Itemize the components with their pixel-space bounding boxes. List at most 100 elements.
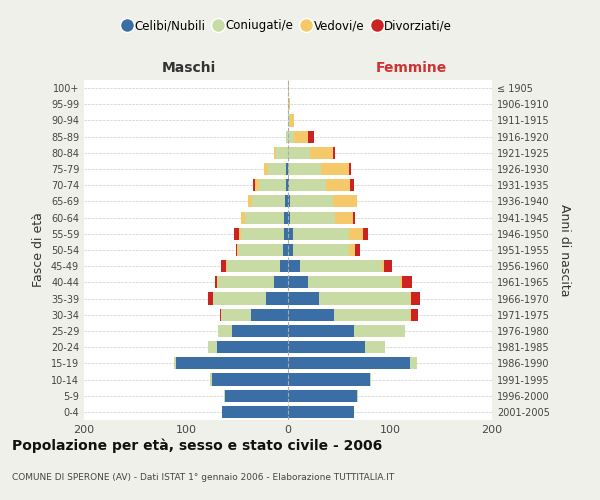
Bar <box>248 196 253 207</box>
Bar <box>215 276 217 288</box>
Bar <box>350 179 355 192</box>
Bar <box>382 260 384 272</box>
Bar <box>284 228 288 240</box>
Bar <box>288 374 370 386</box>
Bar <box>224 390 225 402</box>
Bar <box>384 260 392 272</box>
Bar <box>241 212 245 224</box>
Bar <box>212 292 266 304</box>
Bar <box>238 244 283 256</box>
Bar <box>288 276 308 288</box>
Bar <box>355 325 406 337</box>
Bar <box>217 276 218 288</box>
Bar <box>402 276 412 288</box>
Bar <box>288 179 289 192</box>
Bar <box>217 341 288 353</box>
Bar <box>288 82 289 94</box>
Bar <box>410 358 416 370</box>
Bar <box>221 260 226 272</box>
Bar <box>220 308 221 321</box>
Bar <box>284 212 288 224</box>
Bar <box>320 163 349 175</box>
Bar <box>288 341 365 353</box>
Bar <box>268 163 286 175</box>
Bar <box>349 244 355 256</box>
Bar <box>288 292 319 304</box>
Bar <box>410 308 412 321</box>
Bar <box>326 179 350 192</box>
Bar <box>283 244 288 256</box>
Bar <box>208 341 217 353</box>
Text: COMUNE DI SPERONE (AV) - Dati ISTAT 1° gennaio 2006 - Elaborazione TUTTITALIA.IT: COMUNE DI SPERONE (AV) - Dati ISTAT 1° g… <box>12 473 394 482</box>
Bar <box>234 228 239 240</box>
Bar <box>253 196 285 207</box>
Bar <box>236 244 237 256</box>
Bar <box>222 406 288 418</box>
Bar <box>221 308 251 321</box>
Bar <box>288 325 355 337</box>
Bar <box>365 341 385 353</box>
Bar <box>218 325 232 337</box>
Bar <box>280 260 288 272</box>
Bar <box>412 292 419 304</box>
Bar <box>293 244 349 256</box>
Bar <box>333 196 358 207</box>
Bar <box>300 260 382 272</box>
Text: Popolazione per età, sesso e stato civile - 2006: Popolazione per età, sesso e stato civil… <box>12 438 382 453</box>
Bar <box>333 147 335 159</box>
Bar <box>263 163 268 175</box>
Bar <box>335 212 353 224</box>
Bar <box>227 260 280 272</box>
Text: Femmine: Femmine <box>376 62 446 76</box>
Bar <box>212 374 288 386</box>
Bar <box>286 130 288 142</box>
Bar <box>319 292 410 304</box>
Bar <box>288 390 358 402</box>
Bar <box>174 358 176 370</box>
Bar <box>241 228 284 240</box>
Bar <box>290 114 294 126</box>
Bar <box>364 228 368 240</box>
Bar <box>353 212 355 224</box>
Bar <box>225 390 288 402</box>
Bar <box>285 196 288 207</box>
Bar <box>208 292 212 304</box>
Bar <box>370 374 371 386</box>
Y-axis label: Fasce di età: Fasce di età <box>32 212 45 288</box>
Bar <box>226 260 227 272</box>
Bar <box>349 163 351 175</box>
Bar <box>288 406 355 418</box>
Bar <box>288 228 293 240</box>
Bar <box>245 212 284 224</box>
Bar <box>289 98 290 110</box>
Text: Maschi: Maschi <box>162 62 216 76</box>
Bar <box>288 130 294 142</box>
Bar <box>288 163 320 175</box>
Bar <box>237 244 238 256</box>
Bar <box>288 114 290 126</box>
Bar <box>288 196 290 207</box>
Bar <box>274 147 276 159</box>
Bar <box>253 179 256 192</box>
Bar <box>288 244 293 256</box>
Bar <box>288 308 334 321</box>
Bar <box>256 179 259 192</box>
Bar <box>288 212 290 224</box>
Bar <box>259 179 286 192</box>
Bar <box>308 130 314 142</box>
Bar <box>293 228 349 240</box>
Bar <box>349 228 364 240</box>
Bar <box>218 276 274 288</box>
Bar <box>286 179 288 192</box>
Bar <box>310 147 333 159</box>
Bar <box>294 130 308 142</box>
Bar <box>334 308 410 321</box>
Bar <box>232 325 288 337</box>
Bar <box>239 228 241 240</box>
Bar <box>308 276 400 288</box>
Bar <box>288 147 310 159</box>
Bar <box>266 292 288 304</box>
Bar <box>290 196 333 207</box>
Bar <box>288 358 410 370</box>
Bar <box>289 179 326 192</box>
